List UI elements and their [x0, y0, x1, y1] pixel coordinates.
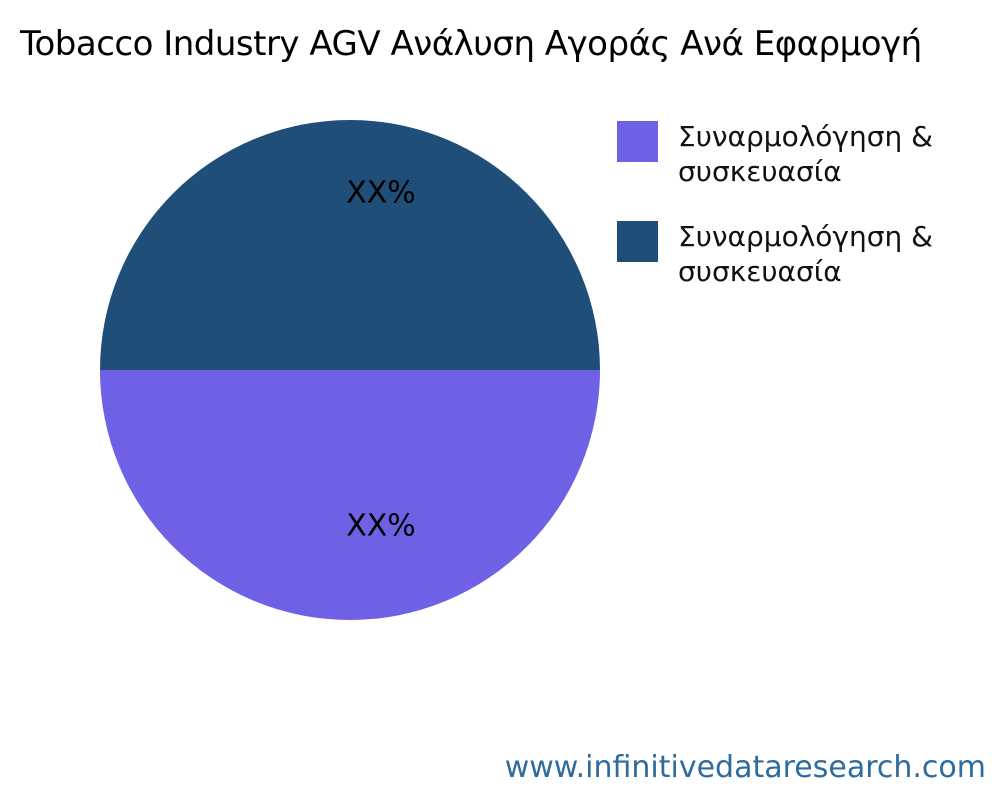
legend-item-1: Συναρμολόγηση & συσκευασία	[617, 119, 968, 189]
chart-title: Tobacco Industry AGV Ανάλυση Αγοράς Ανά …	[20, 24, 922, 64]
legend-swatch-2	[617, 221, 658, 262]
pie-slice-label-bottom: XX%	[346, 508, 416, 544]
legend-swatch-1	[617, 121, 658, 162]
legend: Συναρμολόγηση & συσκευασία Συναρμολόγηση…	[617, 119, 968, 289]
legend-label-1: Συναρμολόγηση & συσκευασία	[678, 120, 933, 188]
pie-chart	[100, 120, 600, 620]
pie-slice	[100, 370, 600, 620]
pie-slice-label-top: XX%	[346, 175, 416, 211]
legend-label-2: Συναρμολόγηση & συσκευασία	[678, 220, 933, 288]
legend-item-2: Συναρμολόγηση & συσκευασία	[617, 219, 968, 289]
website-link[interactable]: www.infinitivedataresearch.com	[504, 750, 986, 785]
pie-slice	[100, 120, 600, 370]
